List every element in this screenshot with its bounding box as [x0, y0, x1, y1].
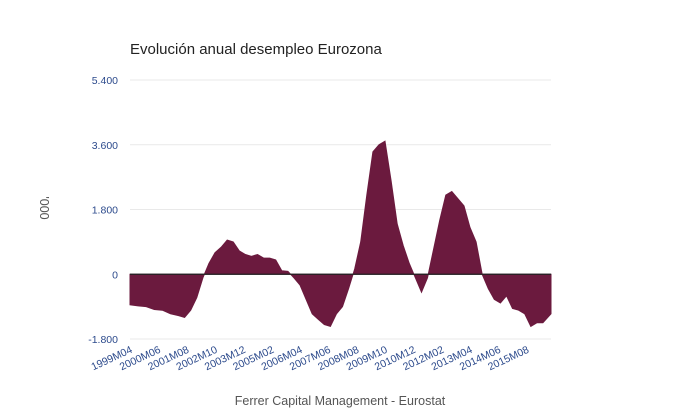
- y-tick-label: 3.600: [92, 140, 118, 152]
- chart-title: Evolución anual desempleo Eurozona: [130, 41, 382, 58]
- y-tick-label: 5.400: [92, 75, 118, 87]
- y-tick-label: -1.800: [88, 334, 118, 346]
- gridlines: [130, 79, 551, 340]
- y-axis-ticks: 5.400 3.600 1.800 0 -1.800: [88, 75, 118, 346]
- y-tick-label: 0: [112, 269, 118, 281]
- y-tick-label: 1.800: [92, 205, 118, 217]
- source-label: Ferrer Capital Management - Eurostat: [234, 394, 446, 408]
- x-axis-ticks: 1999M042000M062001M082002M102003M122005M…: [90, 344, 532, 373]
- area-series-fill: [129, 140, 552, 328]
- area-series: [129, 140, 552, 328]
- y-axis-label: '000: [37, 196, 51, 219]
